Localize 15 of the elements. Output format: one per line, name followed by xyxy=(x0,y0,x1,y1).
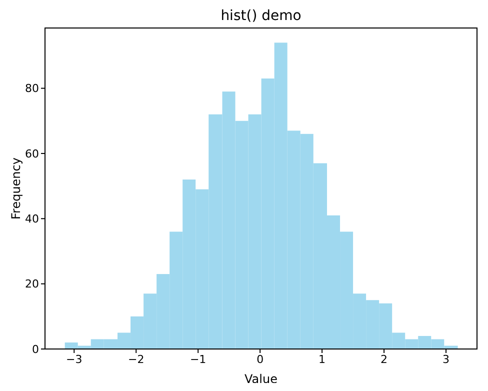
x-axis-title: Value xyxy=(244,372,278,386)
x-tick-label: 3 xyxy=(442,352,450,366)
x-tick-label: 1 xyxy=(318,352,326,366)
x-tick-label: −2 xyxy=(128,352,144,366)
chart-title: hist() demo xyxy=(220,8,302,24)
y-tick-label: 20 xyxy=(25,278,39,291)
x-tick-label: 2 xyxy=(380,352,388,366)
y-tick-label: 60 xyxy=(25,147,39,160)
x-tick-label: −3 xyxy=(66,352,82,366)
x-tick-label: −1 xyxy=(190,352,206,366)
y-tick-label: 40 xyxy=(25,212,39,226)
y-axis-title: Frequency xyxy=(9,158,23,220)
x-tick-label: 0 xyxy=(256,352,264,366)
y-tick-label: 80 xyxy=(25,82,39,96)
y-tick-label: 0 xyxy=(32,342,39,356)
